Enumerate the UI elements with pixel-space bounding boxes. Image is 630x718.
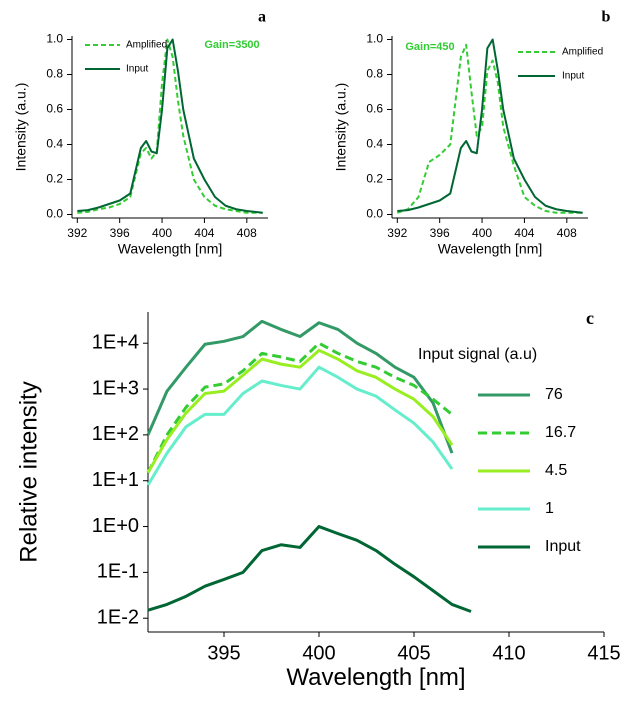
y-tick-label: 1.0 bbox=[46, 32, 63, 46]
legend-label: Amplified bbox=[562, 47, 603, 58]
x-tick-label: 405 bbox=[397, 642, 430, 664]
x-tick-label: 400 bbox=[472, 226, 492, 240]
series-line bbox=[146, 341, 453, 474]
y-tick-label: 0.6 bbox=[366, 102, 383, 116]
x-tick-label: 408 bbox=[557, 226, 577, 240]
legend-label: Input bbox=[562, 71, 584, 82]
y-tick-label: 1E+1 bbox=[92, 469, 139, 491]
legend-label: 1 bbox=[545, 500, 554, 517]
y-tick-label: 1E+3 bbox=[92, 377, 139, 399]
annotation: Gain=450 bbox=[405, 41, 454, 53]
legend-label: Input bbox=[545, 538, 581, 555]
series-line bbox=[146, 348, 454, 474]
x-tick-label: 400 bbox=[152, 226, 172, 240]
x-axis-title: Wavelength [nm] bbox=[438, 241, 543, 257]
y-tick-label: 0.8 bbox=[366, 67, 383, 81]
series-line bbox=[77, 38, 263, 214]
x-axis-title: Wavelength [nm] bbox=[118, 241, 223, 257]
y-axis-title: Intensity (a.u.) bbox=[333, 83, 349, 172]
y-tick-label: 1E-1 bbox=[97, 561, 139, 583]
y-tick-label: 0.0 bbox=[46, 207, 63, 221]
x-tick-label: 404 bbox=[514, 226, 534, 240]
legend-label: 4.5 bbox=[545, 462, 567, 479]
x-tick-label: 415 bbox=[587, 642, 620, 664]
y-tick-label: 1E-2 bbox=[97, 606, 139, 628]
x-axis-title: Wavelength [nm] bbox=[286, 664, 465, 691]
panel-label: c bbox=[586, 308, 594, 328]
series-line bbox=[146, 319, 454, 454]
panel-label: b bbox=[602, 9, 611, 26]
series-line bbox=[147, 525, 472, 613]
x-tick-label: 392 bbox=[387, 226, 407, 240]
x-tick-label: 396 bbox=[110, 226, 130, 240]
y-tick-label: 0.2 bbox=[46, 172, 63, 186]
legend-title: Input signal (a.u) bbox=[418, 346, 537, 363]
legend-label: 16.7 bbox=[545, 424, 576, 441]
x-tick-label: 392 bbox=[67, 226, 87, 240]
y-tick-label: 1E+0 bbox=[92, 515, 139, 537]
y-tick-label: 0.0 bbox=[366, 207, 383, 221]
y-axis-title: Relative intensity bbox=[15, 381, 42, 562]
legend-label: 76 bbox=[545, 386, 563, 403]
x-tick-label: 395 bbox=[207, 642, 240, 664]
series-line bbox=[396, 43, 583, 214]
series-line bbox=[146, 365, 454, 486]
x-tick-label: 396 bbox=[430, 226, 450, 240]
x-tick-label: 404 bbox=[194, 226, 214, 240]
y-tick-label: 0.4 bbox=[46, 137, 63, 151]
y-tick-label: 0.8 bbox=[46, 67, 63, 81]
y-tick-label: 1E+4 bbox=[92, 332, 139, 354]
legend-label: Amplified bbox=[126, 40, 167, 51]
y-tick-label: 0.6 bbox=[46, 102, 63, 116]
x-tick-label: 400 bbox=[302, 642, 335, 664]
series-line bbox=[397, 38, 583, 214]
x-tick-label: 410 bbox=[492, 642, 525, 664]
y-axis-title: Intensity (a.u.) bbox=[13, 83, 29, 172]
legend-label: Input bbox=[126, 64, 148, 75]
annotation: Gain=3500 bbox=[204, 39, 259, 51]
y-tick-label: 0.4 bbox=[366, 137, 383, 151]
series-line bbox=[77, 38, 263, 214]
x-tick-label: 408 bbox=[237, 226, 257, 240]
panel-label: a bbox=[258, 9, 266, 26]
y-tick-label: 1E+2 bbox=[92, 423, 139, 445]
y-tick-label: 1.0 bbox=[366, 32, 383, 46]
y-tick-label: 0.2 bbox=[366, 172, 383, 186]
